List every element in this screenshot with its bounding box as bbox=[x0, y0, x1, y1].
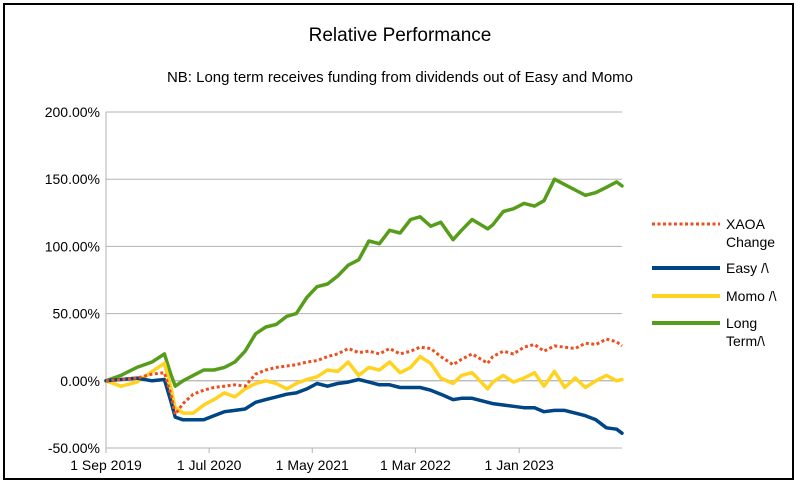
bottom-strip bbox=[0, 480, 803, 489]
y-tick-label: -50.00% bbox=[48, 440, 100, 456]
x-tick-label: 1 Sep 2019 bbox=[70, 457, 142, 473]
y-tick-label: 200.00% bbox=[45, 104, 100, 120]
series-line-0 bbox=[105, 337, 623, 416]
plot-area: -50.00% 0.00% 50.00% 100.00% 150.00% 200.00% 1… bbox=[45, 104, 624, 473]
y-tick-label: 0.00% bbox=[60, 373, 100, 389]
legend-label: Long bbox=[726, 315, 757, 331]
x-tick-label: 1 May 2021 bbox=[276, 457, 349, 473]
legend-label: Change bbox=[726, 234, 775, 250]
chart-frame bbox=[3, 3, 794, 480]
legend-label: Momo /\ bbox=[726, 288, 777, 304]
y-tick-label: 100.00% bbox=[45, 238, 100, 254]
series-line-2 bbox=[104, 354, 624, 415]
y-tick-label: 150.00% bbox=[45, 171, 100, 187]
x-tick-label: 1 Mar 2022 bbox=[380, 457, 451, 473]
chart-subtitle: NB: Long term receives funding from divi… bbox=[167, 69, 633, 86]
legend: XAOA Change Easy /\ Momo /\ Long Term/\ bbox=[652, 216, 777, 349]
legend-label: Easy /\ bbox=[726, 260, 769, 276]
x-tick-label: 1 Jul 2020 bbox=[177, 457, 242, 473]
y-tick-label: 50.00% bbox=[53, 306, 100, 322]
legend-label: Term/\ bbox=[726, 333, 765, 349]
series-line-1 bbox=[104, 376, 624, 435]
series-line-3 bbox=[104, 177, 624, 388]
x-tick-label: 1 Jan 2023 bbox=[485, 457, 554, 473]
legend-label: XAOA bbox=[726, 216, 766, 232]
chart-title: Relative Performance bbox=[309, 25, 492, 46]
